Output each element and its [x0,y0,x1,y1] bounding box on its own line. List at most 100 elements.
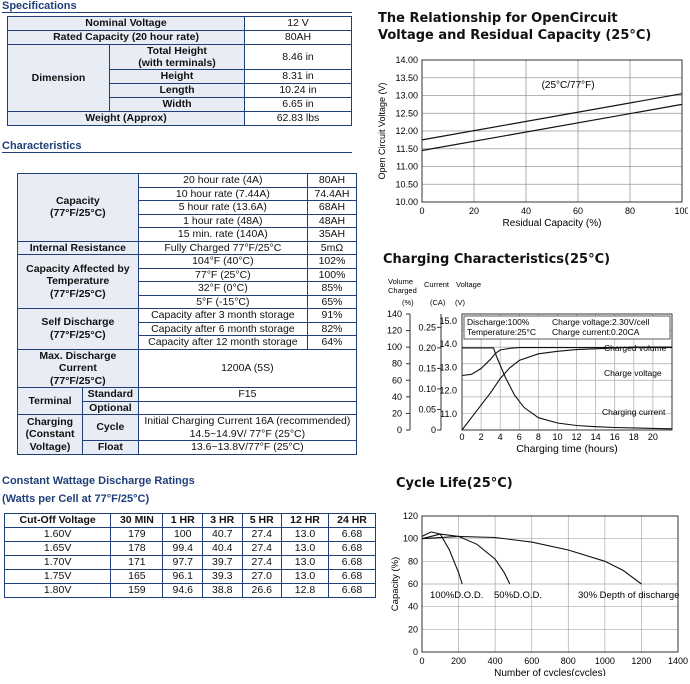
length-value: 10.24 in [244,83,352,98]
x-tick-label: 40 [521,206,531,216]
x-tick-label: 60 [573,206,583,216]
wattage-header: 1 HR [162,513,203,528]
length-label: Length [109,83,245,98]
wattage-cell: 6.68 [328,569,376,584]
wattage-cell: 171 [110,555,164,570]
wattage-header: 3 HR [202,513,243,528]
current-tick-label: 0.20 [418,343,436,353]
volume-tick-label: 0 [397,425,402,435]
temperature-value: 100% [307,267,357,282]
capacity-rate: 10 hour rate (7.44A) [137,186,309,201]
current-tick-label: 0.25 [418,322,436,332]
series-line [421,103,683,152]
y-tick-label: 13.50 [395,73,418,83]
x-tick-label: 0 [419,656,424,666]
volume-tick-label: 20 [392,408,402,418]
voltage-tick-label: 13.0 [439,362,457,372]
wattage-cell: 40.4 [202,541,243,556]
wattage-cell: 159 [110,583,164,598]
weight-value: 62.83 lbs [244,111,352,126]
voltage-tick-label: 15.0 [439,316,457,326]
capacity-rate: 20 hour rate (4A) [137,173,309,188]
x-axis-label: Number of cycles(cycles) [494,668,606,676]
series-label: 50%D.O.D. [494,590,542,601]
wattage-cell: 100 [162,527,203,542]
temperature-value: 85% [307,281,357,296]
voltage-tick-label: 14.0 [439,339,457,349]
voltage-tick-label: 11.0 [440,409,457,419]
y-tick-label: 120 [403,511,418,521]
wattage-row: 1.75V 165 96.1 39.3 27.0 13.0 6.68 [3,569,376,584]
self-discharge-value: 91% [307,308,357,323]
wattage-cell: 40.7 [202,527,243,542]
x-tick-label: 2 [479,432,484,442]
volume-axis-header: Volume [388,277,413,286]
self-discharge-label: Self Discharge (77°F/25°C) [17,308,139,350]
legend-box [463,315,671,340]
width-label: Width [109,97,245,112]
x-axis-label: Residual Capacity (%) [503,218,602,228]
legend-text: Temperature:25°C [467,327,536,337]
terminal-standard-value: F15 [137,387,358,402]
y-tick-label: 13.00 [395,91,418,101]
x-tick-label: 20 [648,432,658,442]
max-discharge-value: 1200A (5S) [137,348,358,388]
terminal-optional-value [137,400,358,415]
wattage-cell: 13.0 [281,555,329,570]
capacity-label: Capacity (77°F/25°C) [17,173,139,242]
x-tick-label: 600 [524,656,539,666]
x-tick-label: 8 [536,432,541,442]
nominal-voltage-value: 12 V [244,16,352,31]
temperature-value: 102% [307,254,357,269]
wattage-cell: 38.8 [202,583,243,598]
current-tick-label: 0.10 [418,384,436,394]
temperature-condition: 104°F (40°C) [137,254,309,269]
wattage-cell: 13.0 [281,541,329,556]
terminal-label: Terminal [17,387,83,415]
volume-tick-label: 120 [387,326,402,336]
wattage-cell: 12.8 [281,583,329,598]
voltage-unit: (V) [455,298,466,307]
charging-float-label: Float [82,440,139,455]
wattage-subtitle: (Watts per Cell at 77°F/25°C) [2,493,150,505]
x-tick-label: 10 [552,432,562,442]
dimension-label: Dimension [7,44,110,112]
series-line [421,535,642,585]
wattage-cell: 6.68 [328,541,376,556]
y-tick-label: 20 [408,624,418,634]
current-unit: (CA) [430,298,446,307]
wattage-cell: 39.7 [202,555,243,570]
x-tick-label: 400 [488,656,503,666]
legend-text: Discharge:100% [467,317,530,327]
terminal-optional-label: Optional [82,400,139,415]
charging-cycle-value: Initial Charging Current 16A (recommende… [137,414,358,441]
volume-unit: (%) [402,298,414,307]
self-discharge-period: Capacity after 6 month storage [137,321,309,336]
y-tick-label: 12.50 [395,108,418,118]
series-line [421,93,683,141]
wattage-cell: 6.68 [328,527,376,542]
legend-text: Charge current:0.20CA [552,327,640,337]
y-tick-label: 11.50 [396,144,418,154]
series-label: 30% Depth of discharge [578,590,679,601]
wattage-cell: 27.4 [241,527,283,542]
x-tick-label: 1000 [595,656,615,666]
temperature-label: Capacity Affected by Temperature (77°F/2… [17,254,139,309]
wattage-title: Constant Wattage Discharge Ratings [2,475,195,487]
internal-resistance-label: Internal Resistance [17,240,139,255]
temperature-condition: 5°F (-15°C) [137,294,309,309]
series-label: 100%D.O.D. [430,590,483,601]
capacity-rate: 1 hour rate (48A) [137,213,309,228]
y-axis-label: Open Circuit Voltage (V) [377,82,387,179]
capacity-rate: 5 hour rate (13.6A) [137,200,309,215]
y-tick-label: 40 [408,602,418,612]
y-tick-label: 60 [408,579,418,589]
plot-frame [421,59,683,203]
characteristics-heading: Characteristics [2,140,352,153]
legend-text: Charge voltage:2.30V/cell [552,317,649,327]
y-tick-label: 10.00 [395,197,418,207]
voltage-axis-header: Voltage [456,280,481,289]
y-tick-label: 14.00 [395,55,418,65]
wattage-header: Cut-Off Voltage [3,513,112,528]
